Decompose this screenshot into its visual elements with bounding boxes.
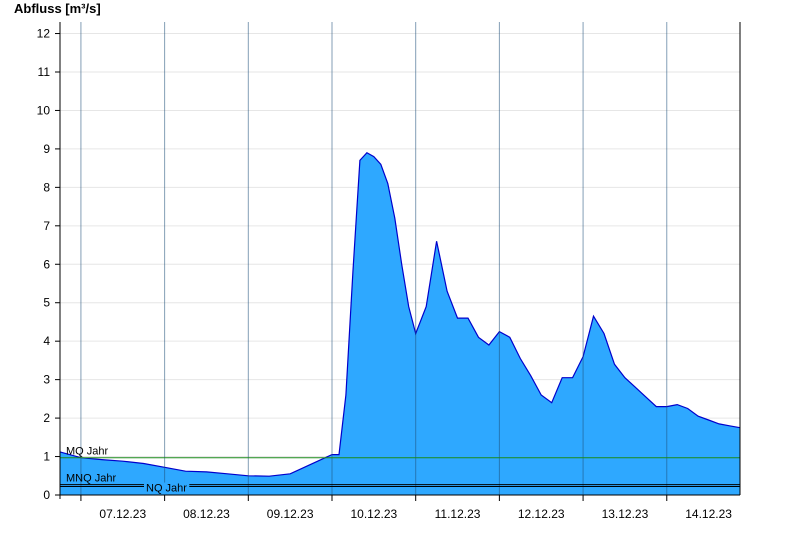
y-tick-label: 1 — [43, 450, 50, 464]
x-tick-label: 09.12.23 — [267, 507, 314, 521]
y-tick-label: 3 — [43, 373, 50, 387]
data-area — [59, 151, 741, 495]
reference-label-bg — [144, 482, 190, 495]
y-axis-label: Abfluss [m³/s] — [14, 1, 101, 16]
y-tick-label: 6 — [43, 257, 50, 271]
x-tick-label: 12.12.23 — [518, 507, 565, 521]
axes — [59, 22, 741, 499]
x-tick-label: 11.12.23 — [435, 507, 481, 521]
y-tick-label: 4 — [43, 334, 50, 348]
reference-label: NQ Jahr — [146, 483, 187, 495]
reference-lines: MQ Jahr MNQ Jahr NQ Jahr — [60, 446, 740, 495]
x-tick-label: 10.12.23 — [350, 507, 397, 521]
y-tick-label: 2 — [43, 411, 50, 425]
y-tick-label: 9 — [43, 142, 50, 156]
x-tick-label: 08.12.23 — [183, 507, 230, 521]
y-tick-label: 7 — [43, 219, 50, 233]
y-tick-label: 10 — [37, 103, 51, 117]
reference-label: MQ Jahr — [66, 446, 109, 458]
y-tick-label: 8 — [43, 180, 50, 194]
discharge-area — [60, 152, 740, 495]
discharge-line — [59, 151, 741, 477]
x-tick-label: 07.12.23 — [99, 507, 146, 521]
y-tick-label: 0 — [43, 488, 50, 502]
y-tick-label: 11 — [38, 65, 51, 79]
y-tick-label: 5 — [43, 296, 50, 310]
y-tick-label: 12 — [37, 27, 51, 41]
x-tick-label: 14.12.23 — [685, 507, 732, 521]
x-tick-label: 13.12.23 — [602, 507, 649, 521]
day-separators — [80, 22, 668, 495]
reference-label: MNQ Jahr — [66, 473, 116, 485]
